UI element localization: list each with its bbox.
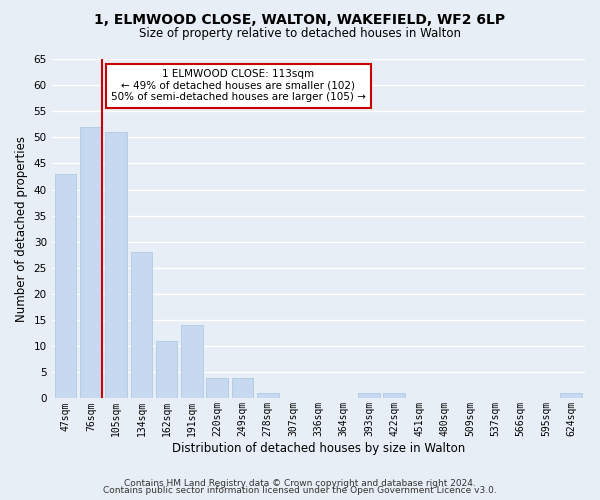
Text: 1, ELMWOOD CLOSE, WALTON, WAKEFIELD, WF2 6LP: 1, ELMWOOD CLOSE, WALTON, WAKEFIELD, WF2…	[94, 12, 506, 26]
Bar	[206, 378, 228, 398]
Bar	[257, 393, 278, 398]
X-axis label: Distribution of detached houses by size in Walton: Distribution of detached houses by size …	[172, 442, 465, 455]
Bar	[358, 393, 380, 398]
Bar	[181, 326, 203, 398]
Bar	[106, 132, 127, 398]
Bar	[131, 252, 152, 398]
Bar	[156, 341, 178, 398]
Bar	[560, 393, 582, 398]
Bar	[80, 127, 101, 398]
Bar	[232, 378, 253, 398]
Text: Contains public sector information licensed under the Open Government Licence v3: Contains public sector information licen…	[103, 486, 497, 495]
Text: Contains HM Land Registry data © Crown copyright and database right 2024.: Contains HM Land Registry data © Crown c…	[124, 478, 476, 488]
Text: Size of property relative to detached houses in Walton: Size of property relative to detached ho…	[139, 28, 461, 40]
Text: 1 ELMWOOD CLOSE: 113sqm
← 49% of detached houses are smaller (102)
50% of semi-d: 1 ELMWOOD CLOSE: 113sqm ← 49% of detache…	[111, 69, 366, 102]
Bar	[55, 174, 76, 398]
Bar	[383, 393, 405, 398]
Y-axis label: Number of detached properties: Number of detached properties	[15, 136, 28, 322]
